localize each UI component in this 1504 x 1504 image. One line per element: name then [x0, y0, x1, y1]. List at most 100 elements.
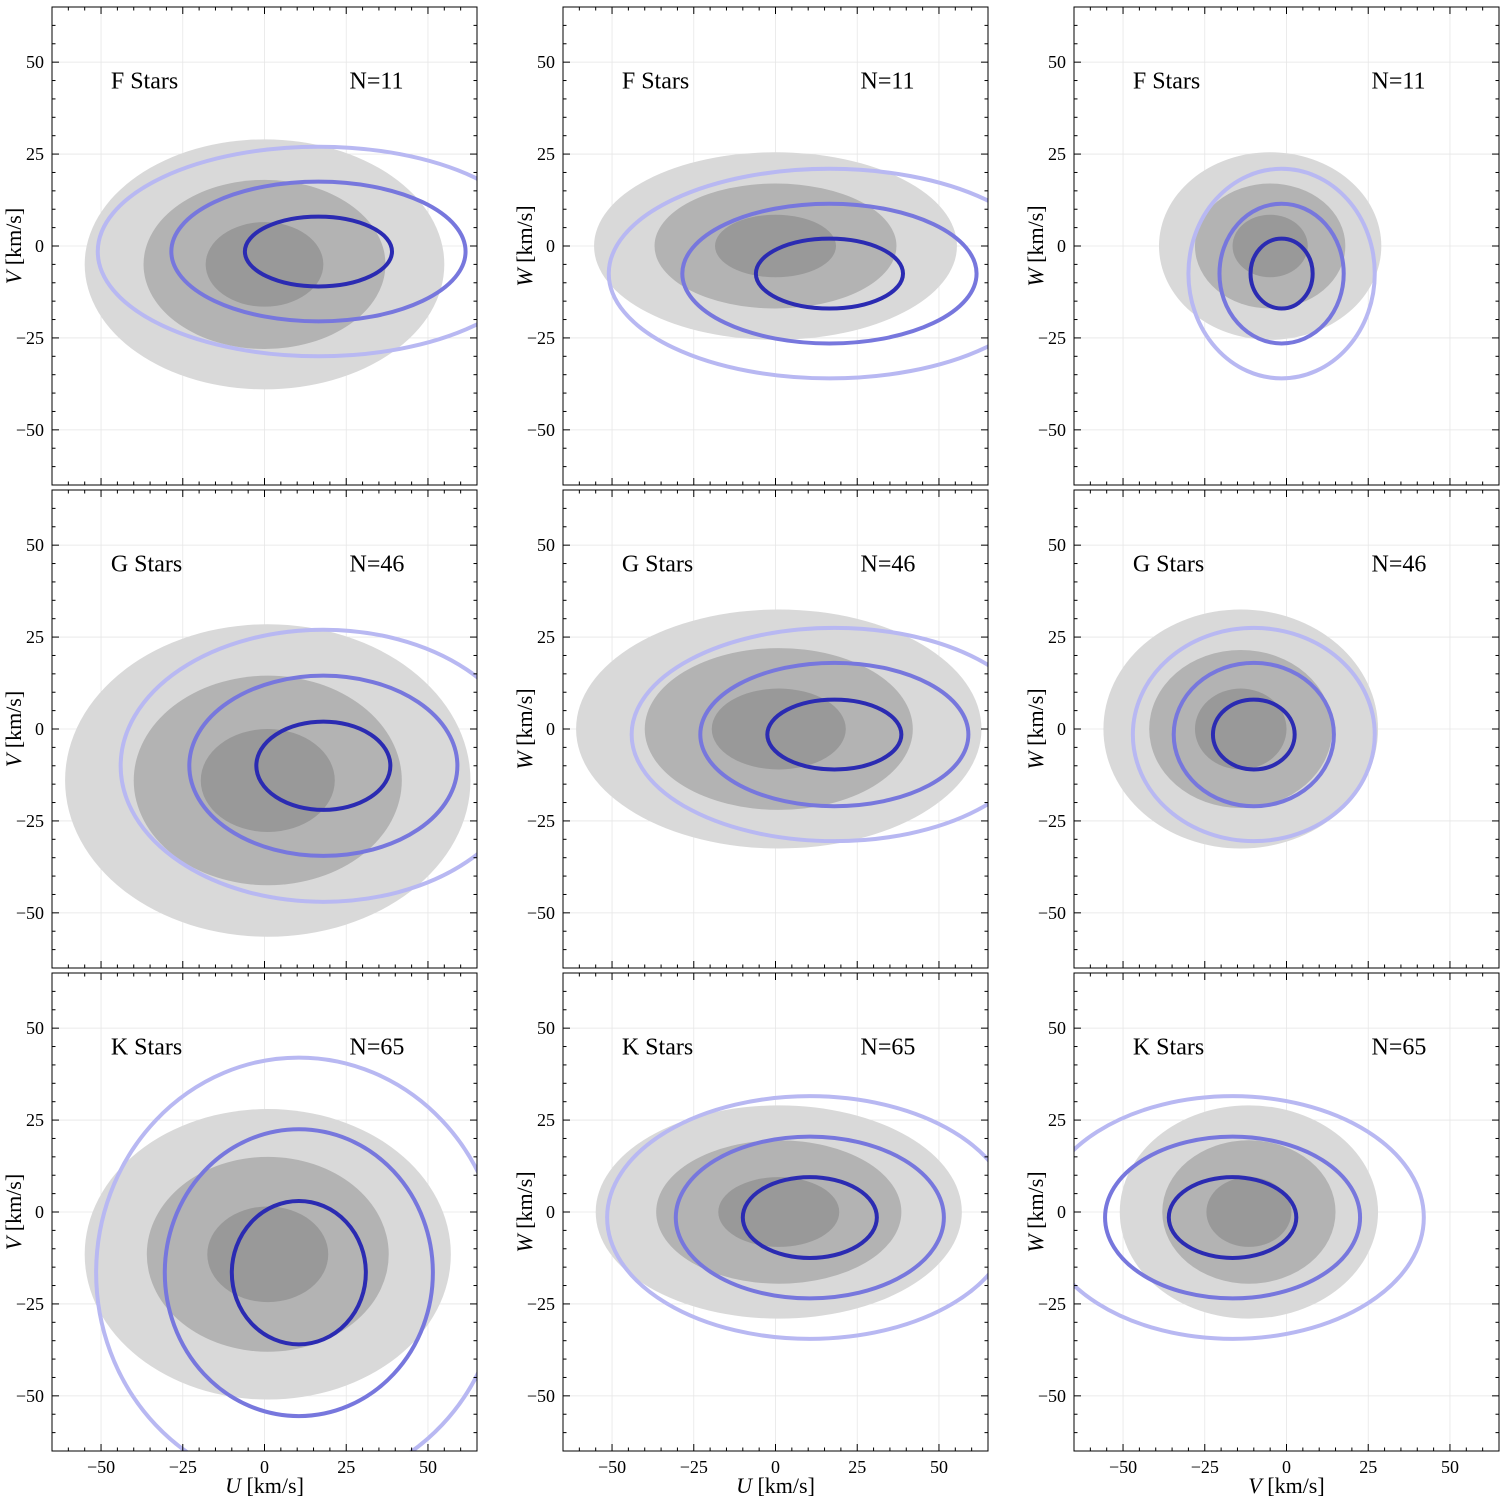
y-tick-label: 25	[1048, 627, 1066, 647]
sample-ellipse-3sigma	[1130, 625, 1377, 844]
y-axis-label: V [km/s]	[1, 1174, 26, 1250]
x-tick-label: 0	[771, 1457, 780, 1477]
sample-ellipse-3sigma	[95, 144, 477, 359]
y-axis-label: W [km/s]	[512, 688, 537, 769]
reference-ellipse-1sigma	[205, 222, 324, 307]
plot-area	[1159, 152, 1382, 381]
x-tick-label: 50	[930, 1457, 948, 1477]
plot-area	[595, 1094, 988, 1341]
y-tick-label: −25	[527, 1294, 555, 1314]
sample-size-label: N=11	[350, 69, 404, 95]
x-tick-label: −25	[1191, 1457, 1219, 1477]
spectral-type-label: G Stars	[111, 552, 182, 578]
x-tick-label: 0	[1282, 1457, 1291, 1477]
y-tick-label: −25	[1038, 811, 1066, 831]
spectral-type-label: G Stars	[1133, 552, 1204, 578]
y-tick-label: 25	[1048, 144, 1066, 164]
reference-ellipse-1sigma	[207, 1206, 329, 1303]
y-tick-label: 25	[26, 627, 44, 647]
sample-ellipse-1sigma	[242, 214, 395, 289]
y-tick-label: 25	[26, 144, 44, 164]
y-axis-label: V [km/s]	[1, 208, 26, 284]
y-tick-label: 25	[537, 144, 555, 164]
plot-area	[594, 152, 988, 381]
sample-ellipse-1sigma	[740, 1175, 879, 1260]
sample-ellipse-3sigma	[605, 1094, 988, 1341]
sample-ellipse-1sigma	[1210, 697, 1297, 772]
y-tick-label: −25	[527, 328, 555, 348]
sample-ellipse-1sigma	[254, 719, 393, 812]
sample-ellipse-1sigma	[753, 236, 906, 311]
x-tick-label: −25	[680, 1457, 708, 1477]
y-tick-label: −25	[16, 1294, 44, 1314]
panel-7: −50 −25 0 25 50 −50 −25 0 25 50 U [km/s] V [km/s] K …	[1, 972, 478, 1498]
y-tick-label: −50	[16, 1386, 44, 1406]
spectral-type-label: K Stars	[111, 1035, 182, 1061]
x-tick-label: 50	[1441, 1457, 1459, 1477]
sample-size-label: N=11	[1372, 69, 1426, 95]
y-tick-label: −25	[16, 811, 44, 831]
y-tick-label: 0	[546, 236, 555, 256]
y-tick-label: 0	[1057, 236, 1066, 256]
plot-area	[1103, 609, 1379, 849]
reference-ellipse-1sigma	[1232, 214, 1308, 278]
plot-area	[65, 624, 477, 937]
y-tick-label: 50	[26, 535, 44, 555]
y-tick-label: 50	[26, 52, 44, 72]
x-tick-label: 25	[848, 1457, 866, 1477]
sample-ellipse-2sigma	[680, 201, 979, 346]
y-tick-label: 0	[1057, 719, 1066, 739]
y-tick-label: −50	[16, 903, 44, 923]
sample-size-label: N=65	[1372, 1035, 1427, 1061]
y-tick-label: −50	[16, 420, 44, 440]
y-tick-label: 0	[546, 719, 555, 739]
sample-ellipse-3sigma	[1074, 1094, 1426, 1341]
spectral-type-label: F Stars	[111, 69, 178, 95]
y-tick-label: 50	[1048, 1018, 1066, 1038]
y-axis-label: W [km/s]	[1023, 688, 1048, 769]
spectral-type-label: F Stars	[622, 69, 689, 95]
x-axis-label: V [km/s]	[1248, 1473, 1324, 1498]
y-tick-label: −25	[16, 328, 44, 348]
panel-5: −50 −25 0 25 50 W [km/s] G Stars N=46	[512, 489, 989, 969]
reference-ellipse-1sigma	[711, 688, 846, 770]
y-tick-label: 50	[537, 535, 555, 555]
sample-size-label: N=46	[1372, 552, 1427, 578]
x-tick-label: −50	[1109, 1457, 1137, 1477]
x-axis-label: U [km/s]	[225, 1473, 304, 1498]
x-tick-label: 50	[419, 1457, 437, 1477]
y-tick-label: −50	[1038, 420, 1066, 440]
sample-ellipse-1sigma	[229, 1198, 368, 1347]
sample-ellipse-3sigma	[94, 1055, 477, 1451]
sample-ellipse-2sigma	[162, 1127, 435, 1419]
sample-ellipse-2sigma	[187, 673, 460, 858]
reference-ellipse-1sigma	[200, 729, 335, 832]
y-tick-label: 25	[1048, 1110, 1066, 1130]
spectral-type-label: G Stars	[622, 552, 693, 578]
plot-area	[576, 609, 988, 849]
y-axis-label: V [km/s]	[1, 691, 26, 767]
reference-ellipse-1sigma	[718, 1177, 840, 1247]
spectral-type-label: K Stars	[622, 1035, 693, 1061]
y-tick-label: 25	[537, 1110, 555, 1130]
y-tick-label: −50	[1038, 903, 1066, 923]
y-tick-label: −25	[1038, 1294, 1066, 1314]
sample-size-label: N=46	[861, 552, 916, 578]
sample-ellipse-1sigma	[765, 697, 904, 772]
y-tick-label: 50	[537, 52, 555, 72]
y-axis-label: W [km/s]	[1023, 1171, 1048, 1252]
sample-ellipse-3sigma	[118, 627, 477, 904]
y-tick-label: −50	[527, 903, 555, 923]
y-tick-label: 50	[1048, 535, 1066, 555]
x-tick-label: 0	[260, 1457, 269, 1477]
sample-ellipse-2sigma	[169, 179, 468, 324]
y-tick-label: 50	[26, 1018, 44, 1038]
y-tick-label: 0	[35, 236, 44, 256]
panel-3: −50 −25 0 25 50 W [km/s] F Stars N=11	[1023, 6, 1500, 486]
y-tick-label: 0	[1057, 1202, 1066, 1222]
y-tick-label: −25	[1038, 328, 1066, 348]
sample-size-label: N=65	[350, 1035, 405, 1061]
y-tick-label: −50	[527, 1386, 555, 1406]
panel-6: −50 −25 0 25 50 W [km/s] G Stars N=46	[1023, 489, 1500, 969]
